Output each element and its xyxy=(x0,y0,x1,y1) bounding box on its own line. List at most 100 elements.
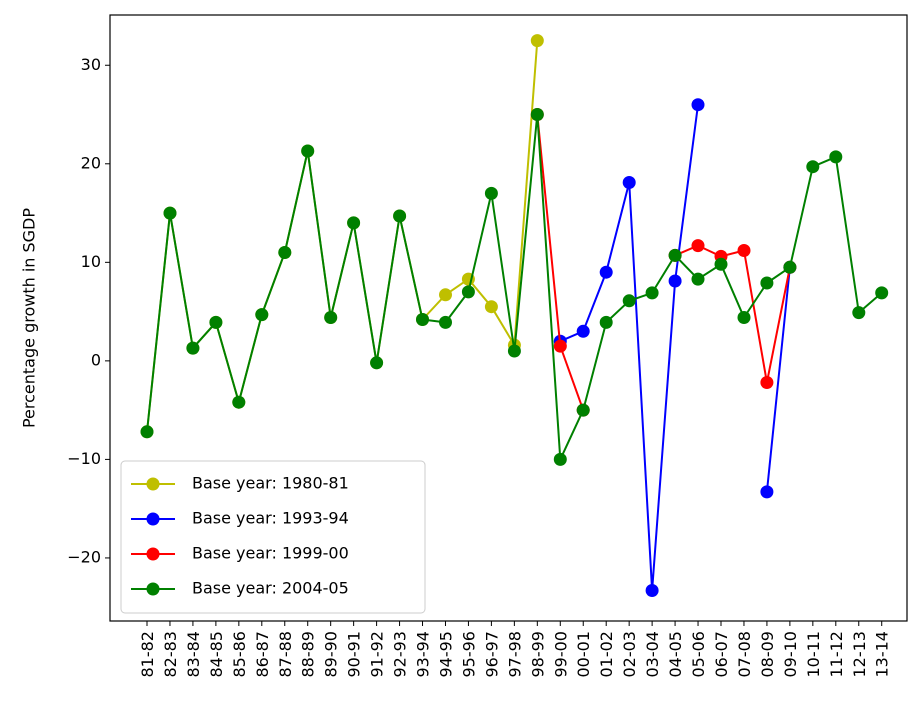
x-tick-label: 91-92 xyxy=(368,631,387,678)
data-point xyxy=(324,311,338,324)
x-tick-label: 87-88 xyxy=(276,631,295,678)
x-tick-label: 98-99 xyxy=(528,631,547,678)
x-tick-label: 90-91 xyxy=(345,631,364,678)
data-point xyxy=(347,216,361,230)
data-point xyxy=(737,311,751,324)
x-tick-label: 10-11 xyxy=(804,631,823,678)
data-point xyxy=(760,276,774,290)
data-point xyxy=(186,341,200,355)
data-point xyxy=(783,260,797,274)
data-point xyxy=(645,584,659,597)
data-point xyxy=(507,344,521,358)
data-point xyxy=(484,300,498,314)
data-point xyxy=(622,294,636,308)
legend-marker xyxy=(146,582,160,596)
data-point xyxy=(370,356,384,370)
data-point xyxy=(599,265,613,279)
data-point xyxy=(278,246,292,259)
x-tick-label: 85-86 xyxy=(230,631,249,678)
x-tick-label: 12-13 xyxy=(850,631,869,678)
data-point xyxy=(530,108,544,121)
data-point xyxy=(140,425,154,439)
x-tick-label: 06-07 xyxy=(712,631,731,678)
y-axis-title: Percentage growth in SGDP xyxy=(20,208,39,428)
y-tick-label: 20 xyxy=(81,153,101,172)
data-point xyxy=(875,286,889,300)
data-point xyxy=(576,403,590,417)
data-point xyxy=(691,98,705,112)
x-tick-label: 92-93 xyxy=(391,631,410,678)
legend-box xyxy=(120,460,426,614)
data-point xyxy=(737,244,751,257)
data-point xyxy=(668,248,682,262)
data-point xyxy=(622,176,636,189)
x-tick-label: 01-02 xyxy=(597,631,616,678)
data-point xyxy=(714,257,728,271)
y-axis: −20 −10 0 10 20 30 xyxy=(67,55,110,566)
series-line xyxy=(146,40,539,432)
x-tick-label: 84-85 xyxy=(207,631,226,678)
data-point xyxy=(255,308,269,322)
x-tick-label: 00-01 xyxy=(574,631,593,678)
data-point xyxy=(691,239,705,253)
data-point xyxy=(760,485,774,499)
x-tick-label: 95-96 xyxy=(459,631,478,678)
y-tick-label: 10 xyxy=(81,252,101,271)
y-tick-label: 0 xyxy=(91,350,101,369)
x-tick-label: 04-05 xyxy=(666,631,685,678)
series-line xyxy=(536,114,585,411)
y-tick-label: 30 xyxy=(81,55,101,74)
x-tick-label: 03-04 xyxy=(643,631,662,678)
x-tick-label: 93-94 xyxy=(414,631,433,678)
y-tick-label: −20 xyxy=(67,547,101,566)
data-point xyxy=(393,209,407,223)
x-tick-label: 97-98 xyxy=(505,631,524,678)
series-group xyxy=(140,108,889,466)
data-point xyxy=(760,376,774,389)
legend-marker xyxy=(146,512,160,526)
data-point xyxy=(553,452,567,466)
data-point xyxy=(439,315,452,329)
data-point xyxy=(668,274,682,288)
legend-marker xyxy=(146,477,160,491)
data-point xyxy=(530,34,544,48)
data-point xyxy=(461,285,475,299)
data-point xyxy=(416,313,429,326)
plot-frame xyxy=(109,14,908,622)
legend-label: Base year: 1980-81 xyxy=(192,474,349,493)
data-point xyxy=(829,150,843,164)
data-point xyxy=(599,315,613,329)
data-point xyxy=(553,339,567,353)
data-point xyxy=(301,144,315,158)
x-tick-label: 08-09 xyxy=(758,631,777,678)
series-layer xyxy=(140,34,889,597)
data-point xyxy=(852,306,866,320)
legend-label: Base year: 1993-94 xyxy=(192,509,349,528)
x-tick-label: 86-87 xyxy=(253,631,272,678)
x-tick-label: 88-89 xyxy=(299,631,318,678)
x-tick-label: 96-97 xyxy=(482,631,501,678)
x-axis: 81-82 82-83 83-84 84-85 85-86 86-87 87-88 88-89… xyxy=(138,621,892,678)
data-point xyxy=(645,286,659,300)
data-point xyxy=(439,288,452,302)
data-point xyxy=(484,186,498,200)
x-tick-label: 09-10 xyxy=(781,631,800,678)
y-tick-label: −10 xyxy=(67,449,101,468)
data-point xyxy=(209,315,223,329)
x-tick-label: 11-12 xyxy=(827,631,846,678)
data-point xyxy=(691,272,705,286)
x-tick-label: 83-84 xyxy=(184,631,203,678)
x-tick-label: 82-83 xyxy=(161,631,180,678)
data-point xyxy=(232,395,246,409)
data-point xyxy=(576,324,590,338)
series-group xyxy=(140,34,544,439)
legend-label: Base year: 2004-05 xyxy=(192,579,349,598)
series-line xyxy=(674,244,791,384)
data-point xyxy=(163,206,177,220)
legend-marker xyxy=(146,547,160,561)
data-point xyxy=(806,160,820,174)
x-tick-label: 02-03 xyxy=(620,631,639,678)
x-tick-label: 05-06 xyxy=(689,631,708,678)
x-tick-label: 94-95 xyxy=(436,631,455,678)
legend: Base year: 1980-81 Base year: 1993-94 Base… xyxy=(120,460,426,614)
